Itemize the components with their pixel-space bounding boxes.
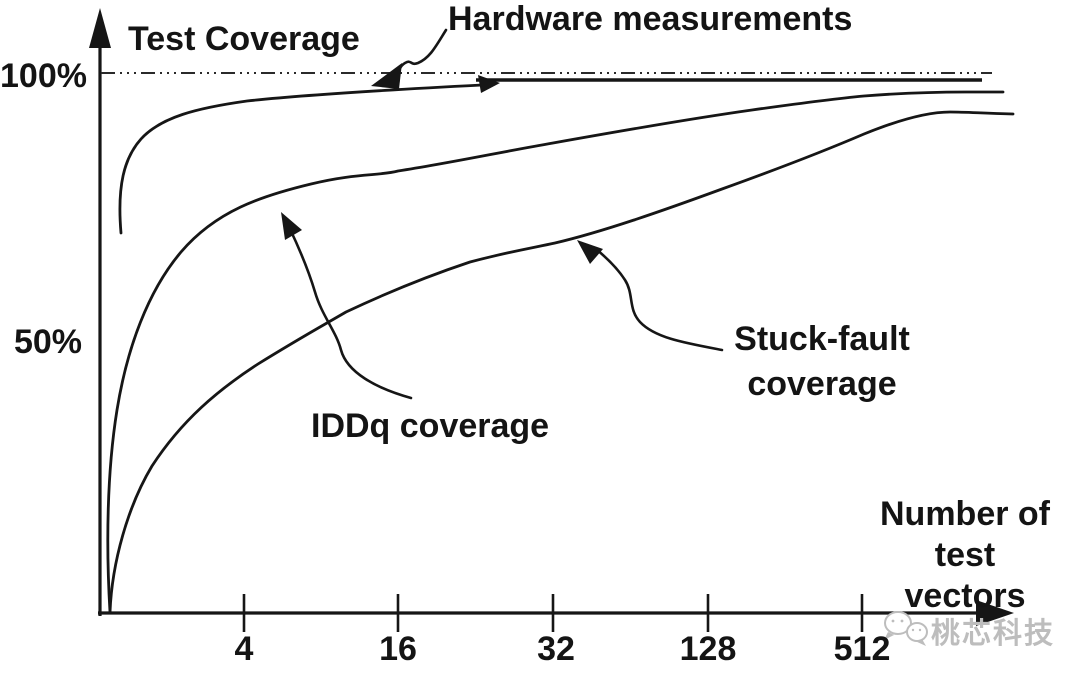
x-tick-label-16: 16 xyxy=(379,630,417,668)
y-axis-arrowhead-icon xyxy=(89,8,111,48)
stuck-fault-leader-line xyxy=(594,247,724,352)
y-axis-title: Test Coverage xyxy=(128,20,360,58)
y-tick-label-100: 100% xyxy=(0,57,87,95)
stuck-fault-coverage-label: Stuck-fault coverage xyxy=(712,317,932,407)
x-tick-label-512: 512 xyxy=(833,630,891,668)
iddq-coverage-label: IDDq coverage xyxy=(311,407,550,445)
iddq-leader-line xyxy=(288,227,413,400)
x-tick-label-4: 4 xyxy=(234,630,254,668)
stuck-fault-label-line1: Stuck-fault xyxy=(734,320,910,358)
x-axis-title-line2: test xyxy=(934,536,996,574)
hardware-curve-arrowhead-icon xyxy=(478,75,500,93)
y-tick-label-50: 50% xyxy=(13,323,83,361)
iddq-coverage-curve xyxy=(106,90,1005,614)
watermark-text: 桃芯科技 xyxy=(931,618,1056,650)
x-axis-arrowhead-icon xyxy=(976,600,1014,626)
hardware-leader-arrowhead-icon xyxy=(371,63,402,89)
hardware-measurements-label: Hardware measurements xyxy=(448,0,853,38)
hardware-leader-line xyxy=(392,28,448,76)
x-tick-label-32: 32 xyxy=(537,630,575,668)
stuck-fault-label-line2: coverage xyxy=(747,365,897,403)
wechat-chat-bubbles-icon xyxy=(884,611,928,646)
x-axis-title-line3: vectors xyxy=(904,577,1026,615)
x-axis-title: Number of test vectors xyxy=(858,494,1071,617)
x-axis-title-line1: Number of xyxy=(880,495,1050,533)
hardware-measurements-curve xyxy=(118,83,484,235)
iddq-leader-arrowhead-icon xyxy=(281,212,302,240)
stuck-fault-leader-arrowhead-icon xyxy=(577,240,603,264)
stuck-fault-coverage-curve xyxy=(108,110,1015,614)
x-tick-label-128: 128 xyxy=(679,630,737,668)
